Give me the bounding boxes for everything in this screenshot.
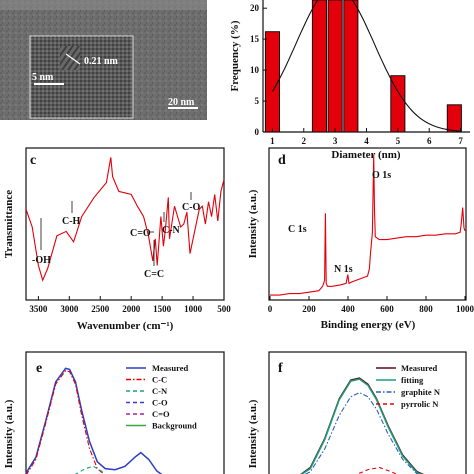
c1s-label: C 1s [288,224,307,235]
b-bar-5 [446,104,462,133]
o1s-label: O 1s [372,170,391,181]
e-panel-label: e [36,361,42,376]
f-legend-label-1: fitting [401,375,424,385]
d-xtick-label-5: 1000 [456,304,474,314]
f-frame [268,351,467,474]
b-bar-4 [390,75,406,133]
e-legend: Measured C-CC-N C-OC=O Background [126,363,197,431]
co-double-label: C=O [130,228,151,239]
tem-scale-label: 20 nm [168,97,195,108]
f-panel-label: f [278,361,283,376]
oh-label: -OH [32,255,51,266]
c-xtick-label-5: 1000 [184,304,203,314]
f-legend: Measured fitting graphite N pyrrolic N [376,363,441,409]
b-xtick-label-4: 5 [396,136,401,146]
c-panel-label: c [30,153,36,168]
cn-label: C-N [162,225,181,236]
b-bars-group [264,0,462,133]
hrtem-inset [29,35,134,119]
b-xtick-label-0: 1 [270,136,275,146]
c-xtick-label-4: 1500 [153,304,172,314]
f-curve-pyrrolic-n [356,466,398,474]
e-legend-label-2: C-N [152,386,168,396]
b-ytick-label-4: 20 [250,3,260,13]
e-legend-label-4: C=O [152,409,170,419]
e-curve-c-n [74,465,106,474]
e-frame [25,351,225,474]
d-xtick-label-3: 600 [380,304,394,314]
c-xtick-label-1: 3000 [60,304,79,314]
f-legend-label-0: Measured [401,363,437,373]
panel-a-tem-image: 0.21 nm 5 nm 20 nm [0,0,207,120]
b-gaussian-fit [271,0,461,132]
b-xtick-label-2: 3 [333,136,338,146]
d-xtick-label-0: 0 [268,304,273,314]
c-xlabel: Wavenumber (cm⁻¹) [77,320,174,332]
c-xtick-label-0: 3500 [29,304,48,314]
d-ylabel: Intensity (a.u.) [247,189,259,258]
c-ylabel: Transmittance [3,190,15,258]
b-ytick-label-1: 5 [255,96,260,106]
panel-b-histogram: 0 5 10 15 20 1 2 3 4 5 6 7 Frequency (%) Diameter … [229,0,470,161]
e-legend-label-3: C-O [152,398,168,408]
b-y-ticks: 0 5 10 15 20 [250,3,267,137]
f-ylabel: Intensity (a.u.) [247,399,259,468]
b-bar-3 [343,0,359,133]
f-curve-fitting [300,378,423,474]
c-annotations: -OH C-H C=O C=C C-N C-O [32,192,201,280]
lattice-spacing-label: 0.21 nm [84,56,119,67]
b-xlabel: Diameter (nm) [331,149,400,161]
d-xtick-label-2: 400 [341,304,355,314]
b-x-ticks: 1 2 3 4 5 6 7 [270,128,463,146]
d-xtick-label-4: 800 [419,304,433,314]
d-panel-label: d [278,153,286,168]
lattice-spacing-marker [65,53,81,65]
b-xtick-label-5: 6 [427,136,432,146]
d-spectrum [270,154,466,296]
b-xtick-label-6: 7 [458,136,463,146]
f-legend-label-2: graphite N [401,387,441,397]
b-ytick-label-0: 0 [255,127,260,137]
b-bar-1 [311,0,327,133]
c-spectrum [25,157,225,282]
e-curve-measured [25,367,163,474]
tem-top-band [0,0,207,10]
e-curve-c-c [26,369,105,474]
d-frame [268,147,467,301]
d-xtick-label-1: 200 [302,304,316,314]
b-xtick-label-3: 4 [364,136,369,146]
f-legend-label-3: pyrrolic N [401,399,439,409]
d-xlabel: Binding energy (eV) [321,319,416,331]
ch-label: C-H [62,216,81,227]
co-single-label: C-O [182,202,201,213]
b-ytick-label-3: 15 [250,34,260,44]
cc-label: C=C [144,269,164,280]
b-ylabel: Frequency (%) [229,20,241,91]
b-xtick-label-1: 2 [302,136,307,146]
e-curves [25,367,163,474]
panel-c-ftir: c 3500 3000 2500 2000 1500 1000 500 Transmitta… [3,147,231,332]
b-bar-2 [327,0,343,133]
e-legend-label-5: Background [152,421,197,431]
n1s-label: N 1s [334,264,353,275]
inset-scale-label: 5 nm [32,72,54,83]
d-x-ticks: 0 200 400 600 800 1000 [268,296,474,314]
panel-e-c1s: e Intensity (a.u.) Measured C-CC-N C-OC=O B… [3,351,225,474]
c-x-ticks: 3500 3000 2500 2000 1500 1000 500 [29,296,231,314]
e-ylabel: Intensity (a.u.) [3,399,15,468]
panel-f-n1s: f Intensity (a.u.) Measured fitting graphi… [247,351,467,474]
b-ytick-label-2: 10 [250,65,260,75]
c-xtick-label-2: 2500 [91,304,110,314]
c-frame [25,147,225,301]
panel-d-xps-survey: d 0 200 400 600 800 1000 Intensity (a.u.) Bin… [247,147,474,331]
e-legend-label-0: Measured [152,363,188,373]
c-xtick-label-6: 500 [217,304,231,314]
lattice-fringes [60,46,80,70]
e-legend-label-1: C-C [152,375,167,385]
c-xtick-label-3: 2000 [122,304,141,314]
